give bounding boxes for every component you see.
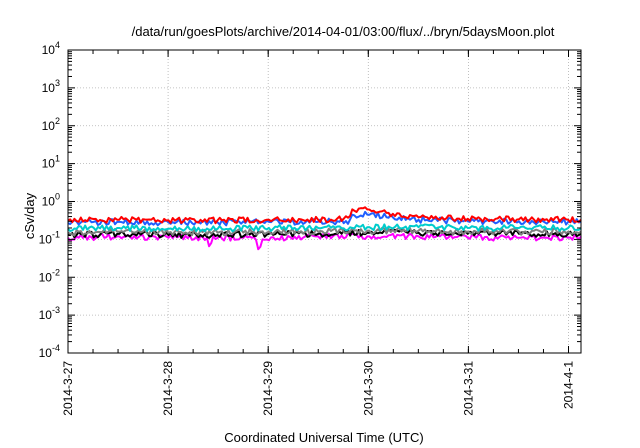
y-tick-label: 104 xyxy=(42,40,60,57)
y-tick-label: 10-4 xyxy=(39,343,60,360)
y-tick-label: 103 xyxy=(42,78,60,95)
series-line xyxy=(67,210,582,227)
y-tick-label: 10-1 xyxy=(39,229,60,246)
chart-title: /data/run/goesPlots/archive/2014-04-01/0… xyxy=(132,24,555,39)
y-tick-label: 10-2 xyxy=(39,267,60,284)
y-tick-label: 101 xyxy=(42,154,60,171)
y-axis-label: cSv/day xyxy=(22,192,37,239)
x-tick-label: 2014-4-1 xyxy=(561,361,575,409)
y-tick-label: 102 xyxy=(42,116,60,133)
x-axis-label: Coordinated Universal Time (UTC) xyxy=(224,430,423,445)
x-tick-label: 2014-3-31 xyxy=(461,361,475,416)
series-layer xyxy=(67,206,582,251)
plot-frame xyxy=(67,49,582,354)
y-tick-label: 100 xyxy=(42,192,60,209)
ticks: 10-4 10-3 10-2 10-1 100 101 102 103 104 2014-3-27… xyxy=(39,40,581,416)
y-tick-label: 10-3 xyxy=(39,305,60,322)
x-tick-label: 2014-3-30 xyxy=(361,361,375,416)
x-tick-label: 2014-3-27 xyxy=(61,361,75,416)
x-tick-label: 2014-3-28 xyxy=(161,361,175,416)
grid xyxy=(68,50,581,353)
x-tick-label: 2014-3-29 xyxy=(261,361,275,416)
series-line xyxy=(67,206,582,225)
series-line xyxy=(67,223,582,233)
